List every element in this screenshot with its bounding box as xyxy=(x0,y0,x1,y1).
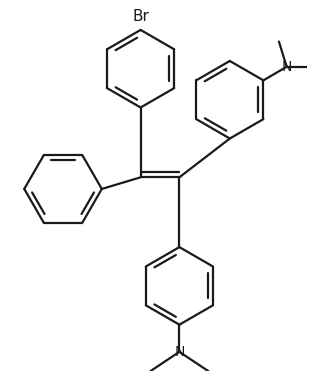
Text: N: N xyxy=(282,60,292,74)
Text: N: N xyxy=(174,345,185,359)
Text: Br: Br xyxy=(132,9,149,24)
